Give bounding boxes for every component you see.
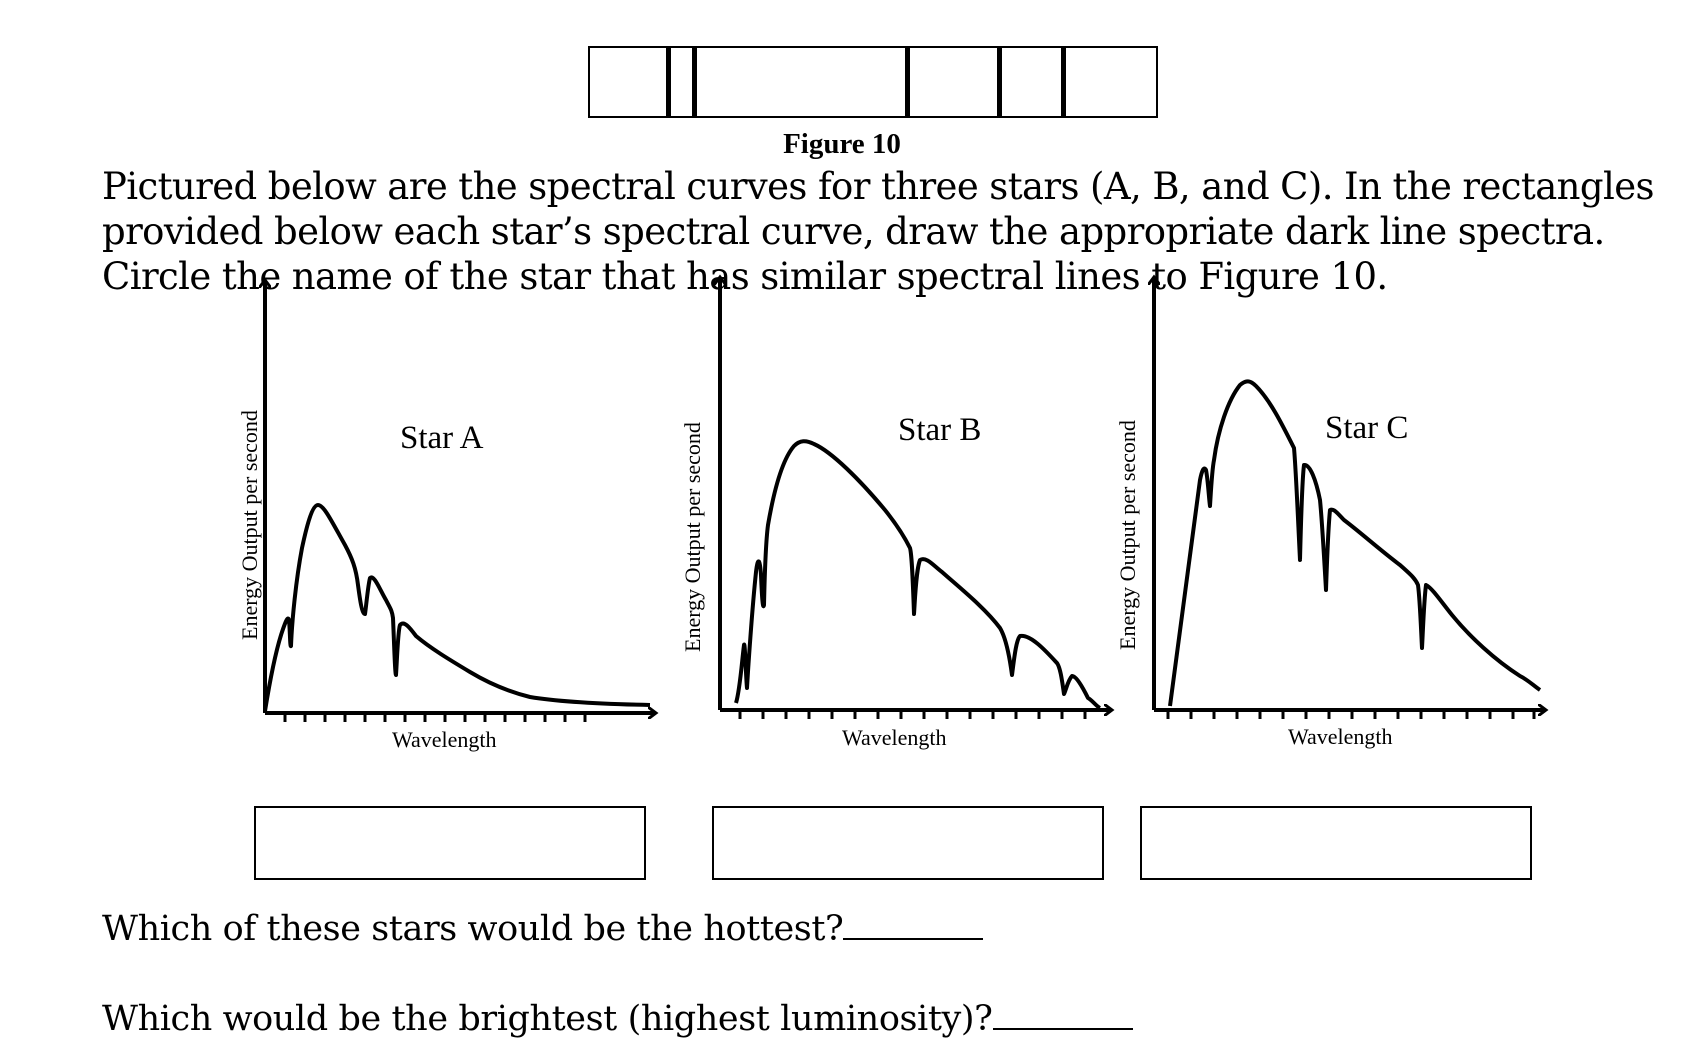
spectral-line — [905, 48, 910, 116]
graph-star-c: Star C Wavelength Energy Output per seco… — [1115, 279, 1544, 749]
y-axis-label: Energy Output per second — [237, 410, 262, 640]
x-axis-ticks — [283, 713, 587, 722]
spectral-line — [666, 48, 671, 116]
instructions-text: Pictured below are the spectral curves f… — [102, 165, 1654, 298]
y-axis-label: Energy Output per second — [680, 422, 705, 652]
graph-title: Star C — [1325, 410, 1408, 446]
x-axis-ticks — [738, 710, 1087, 719]
graph-star-a: Star A Wavelength Energy Output per seco… — [237, 282, 654, 752]
spectral-curve-a — [263, 503, 651, 712]
graph-title: Star A — [400, 420, 484, 456]
graph-title: Star B — [898, 412, 981, 448]
answer-box-star-c[interactable] — [1140, 806, 1532, 880]
answer-box-star-a[interactable] — [254, 806, 646, 880]
x-axis-label: Wavelength — [392, 727, 497, 752]
answer-box-star-b[interactable] — [712, 806, 1104, 880]
spectral-curve-b — [734, 439, 1102, 710]
graph-star-b: Star B Wavelength Energy Output per seco… — [680, 279, 1110, 750]
question-hottest-text: Which of these stars would be the hottes… — [102, 909, 844, 949]
x-axis-label: Wavelength — [842, 725, 947, 750]
spectral-line — [997, 48, 1002, 116]
y-axis-label: Energy Output per second — [1115, 420, 1140, 650]
figure-10-spectrum-box — [588, 46, 1158, 118]
spectral-curve-c — [1168, 379, 1542, 707]
spectral-line — [1061, 48, 1066, 116]
answer-blank-hottest[interactable] — [843, 908, 984, 940]
x-axis-ticks — [1166, 710, 1536, 719]
spectral-line — [692, 48, 697, 116]
question-brightest: Which would be the brightest (highest lu… — [102, 998, 1133, 1039]
figure-caption: Figure 10 — [783, 128, 901, 160]
question-hottest: Which of these stars would be the hottes… — [102, 908, 984, 949]
question-brightest-text: Which would be the brightest (highest lu… — [102, 999, 993, 1039]
answer-blank-brightest[interactable] — [992, 998, 1133, 1030]
x-axis-label: Wavelength — [1288, 724, 1393, 749]
